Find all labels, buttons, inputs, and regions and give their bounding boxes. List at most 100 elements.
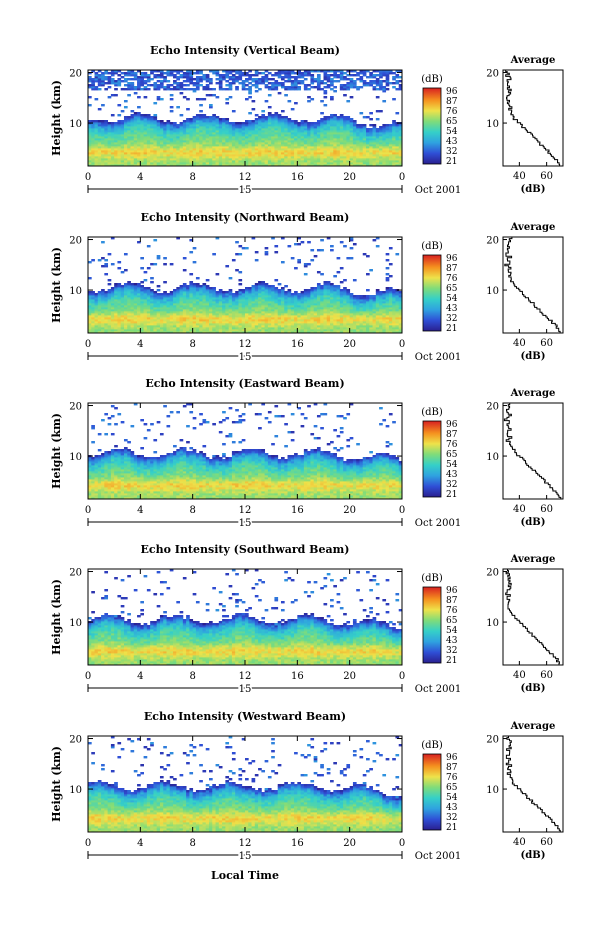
profile-x-tick-label: 40 — [513, 171, 526, 182]
heatmap-cell — [386, 88, 390, 90]
heatmap-cell — [150, 78, 154, 80]
heatmap-cell — [88, 291, 92, 293]
heatmap-cell — [350, 118, 354, 120]
heatmap-cell — [202, 74, 206, 76]
heatmap-cell — [245, 120, 249, 122]
heatmap-cell — [150, 289, 154, 291]
heatmap-cell — [173, 122, 177, 124]
heatmap-cell — [206, 285, 210, 287]
heatmap-cell — [320, 273, 324, 275]
heatmap-cell — [202, 86, 206, 88]
heatmap-cell — [124, 72, 128, 74]
heatmap-cell — [131, 283, 135, 285]
heatmap-cell — [199, 285, 203, 287]
heatmap-cell — [284, 285, 288, 287]
heatmap-cell — [297, 86, 301, 88]
heatmap-cell — [157, 255, 161, 257]
heatmap-cell — [330, 245, 334, 247]
heatmap-cell — [91, 120, 95, 122]
heatmap-cell — [317, 120, 321, 122]
heatmap-cell — [222, 74, 226, 76]
heatmap-cell — [369, 128, 373, 130]
heatmap-cell — [167, 120, 171, 122]
heatmap-cell — [170, 263, 174, 265]
heatmap-cell — [157, 285, 161, 287]
heatmap-cell — [320, 100, 324, 102]
heatmap-cell — [209, 287, 213, 289]
heatmap-cell — [333, 80, 337, 82]
heatmap-cell — [225, 98, 229, 100]
heatmap-cell — [180, 122, 184, 124]
heatmap-cell — [186, 84, 190, 86]
heatmap-cell — [320, 88, 324, 90]
heatmap-cell — [147, 267, 151, 269]
heatmap-cell — [382, 80, 386, 82]
heatmap-cell — [147, 114, 151, 116]
heatmap-cell — [121, 120, 125, 122]
heatmap-cell — [150, 116, 154, 118]
heatmap-cell — [193, 247, 197, 249]
heatmap-cell — [98, 120, 102, 122]
heatmap-cell — [392, 82, 396, 84]
heatmap-cell — [209, 116, 213, 118]
heatmap-cell — [389, 124, 393, 126]
heatmap-cell — [271, 74, 275, 76]
heatmap-cell — [176, 106, 180, 108]
heatmap-cell — [140, 114, 144, 116]
heatmap-cell — [288, 118, 292, 120]
heatmap-cell — [91, 291, 95, 293]
heatmap-cell — [245, 88, 249, 90]
heatmap-cell — [170, 84, 174, 86]
heatmap-cell — [108, 72, 112, 74]
heatmap-cell — [261, 114, 265, 116]
heatmap-cell — [111, 263, 115, 265]
heatmap-cell — [186, 118, 190, 120]
heatmap-cell — [222, 88, 226, 90]
heatmap-cell — [124, 78, 128, 80]
heatmap-cell — [206, 94, 210, 96]
heatmap-cell — [114, 94, 118, 96]
heatmap-cell — [359, 112, 363, 114]
colorbar-tick-label: 21 — [446, 157, 457, 167]
y-tick-label: 10 — [69, 119, 82, 130]
heatmap-cell — [255, 90, 259, 92]
heatmap-cell — [337, 285, 341, 287]
heatmap-cell — [294, 120, 298, 122]
heatmap-cell — [157, 84, 161, 86]
heatmap-cell — [245, 84, 249, 86]
heatmap-cell — [307, 84, 311, 86]
heatmap-cell — [232, 259, 236, 261]
heatmap-cell — [199, 98, 203, 100]
heatmap-cell — [193, 283, 197, 285]
heatmap-cell — [255, 259, 259, 261]
heatmap-cell — [127, 82, 131, 84]
heatmap-cell — [124, 88, 128, 90]
heatmap-cell — [310, 249, 314, 251]
heatmap-cell — [238, 253, 242, 255]
heatmap-cell — [382, 124, 386, 126]
heatmap-cell — [281, 261, 285, 263]
heatmap-cell — [121, 80, 125, 82]
heatmap-cell — [252, 108, 256, 110]
heatmap-cell — [274, 112, 278, 114]
heatmap-cell — [376, 78, 380, 80]
heatmap-cell — [330, 283, 334, 285]
heatmap-cell — [278, 289, 282, 291]
heatmap-cell — [327, 281, 331, 283]
heatmap-cell — [202, 114, 206, 116]
heatmap-cell — [271, 82, 275, 84]
heatmap-cell — [258, 88, 262, 90]
heatmap-cell — [134, 86, 138, 88]
heatmap-cell — [343, 94, 347, 96]
heatmap-cell — [225, 84, 229, 86]
heatmap-cell — [353, 74, 357, 76]
heatmap-cell — [235, 291, 239, 293]
heatmap-cell — [248, 82, 252, 84]
heatmap-cell — [376, 74, 380, 76]
date-day-label: 15 — [239, 185, 252, 196]
heatmap-cell — [265, 74, 269, 76]
heatmap-cell — [238, 283, 242, 285]
heatmap-cell — [144, 80, 148, 82]
heatmap-cell — [252, 100, 256, 102]
